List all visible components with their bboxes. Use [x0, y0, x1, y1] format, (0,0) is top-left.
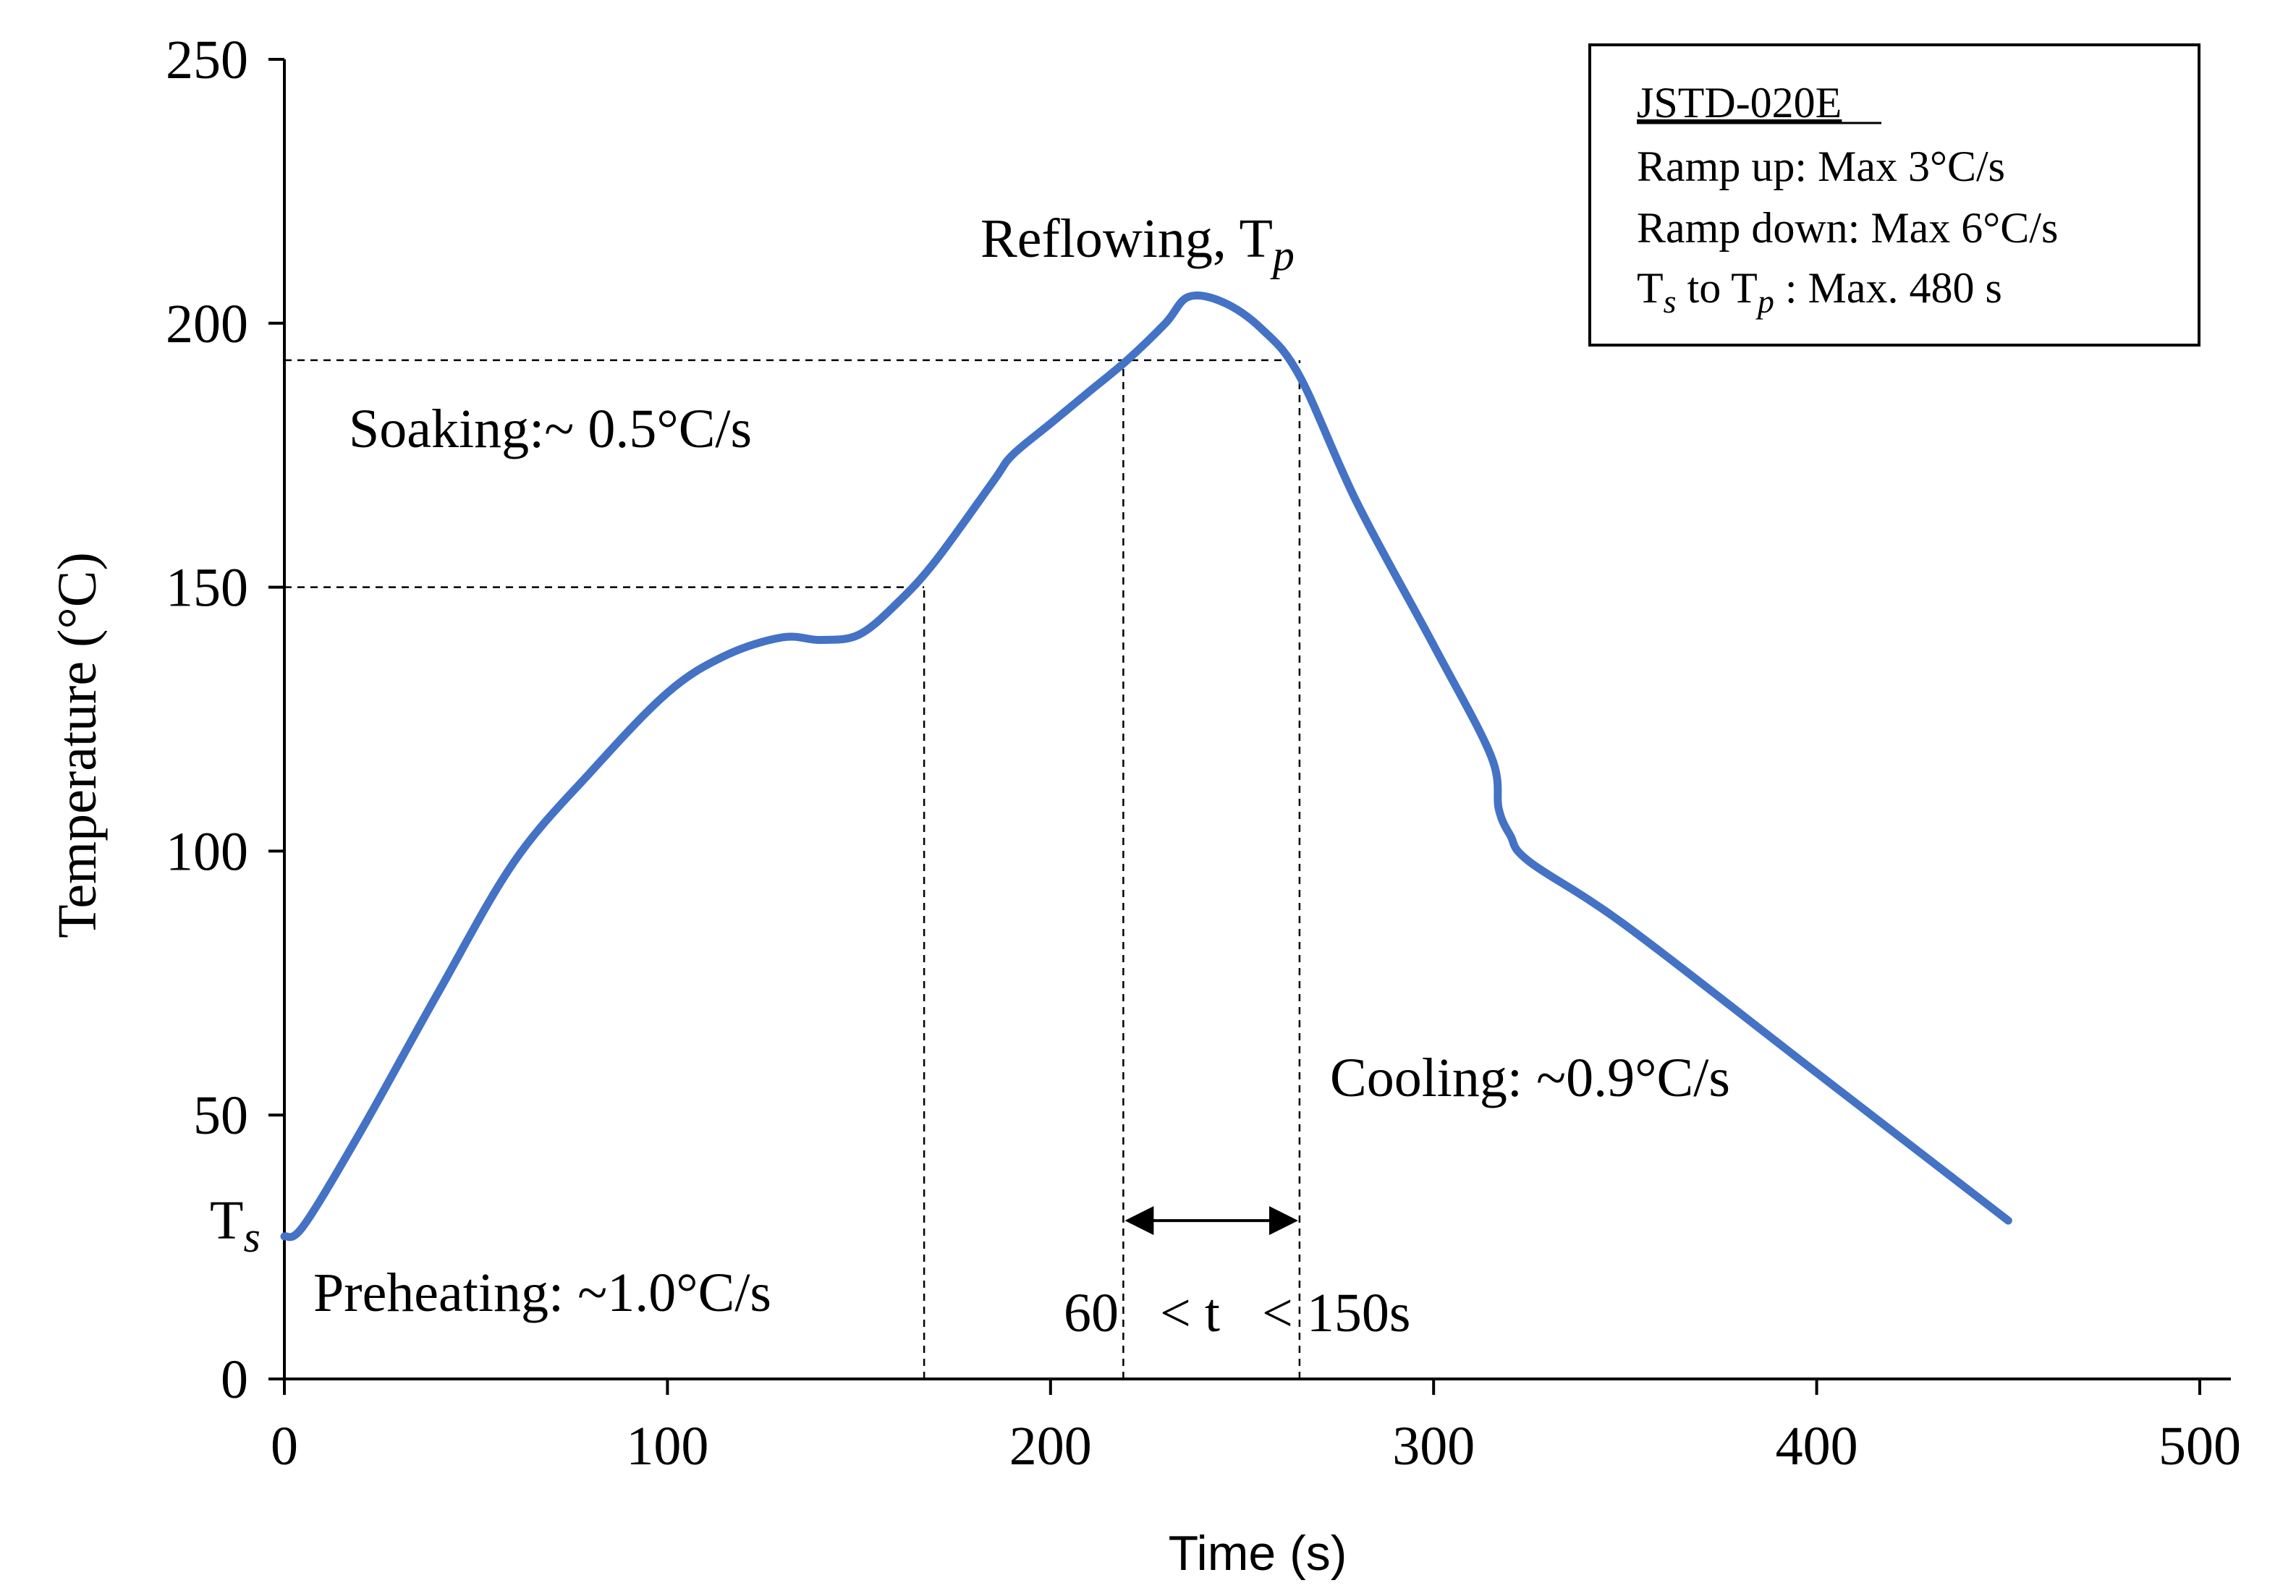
- reflowing-label: Reflowing, T: [980, 208, 1273, 269]
- y-tick-label: 250: [166, 30, 248, 90]
- series-line-reflow-profile: [280, 291, 2012, 1241]
- spec-tp-sub: p: [1755, 283, 1774, 320]
- y-tick-label: 100: [166, 821, 248, 882]
- spec-box: JSTD-020E Ramp up: Max 3°C/s Ramp down: …: [1588, 43, 2200, 347]
- x-tick-label: 400: [1776, 1416, 1858, 1477]
- reflowing-subscript: p: [1270, 232, 1295, 279]
- annotation-reflowing: Reflowing, Tp: [980, 208, 1295, 279]
- spec-ts-sub: s: [1664, 283, 1677, 320]
- spec-to-tp: to T: [1677, 264, 1758, 312]
- ts-subscript: s: [243, 1213, 260, 1261]
- annotation-cooling: Cooling: ~0.9°C/s: [1330, 1048, 1730, 1108]
- x-tick-label: 200: [1009, 1416, 1092, 1477]
- spec-box-frame: [1588, 43, 2200, 347]
- interval-label-mid: < t: [1160, 1283, 1220, 1344]
- spec-box-line-ramp-up: Ramp up: Max 3°C/s: [1637, 143, 2005, 190]
- spec-ts: T: [1637, 264, 1664, 312]
- y-tick-label: 50: [193, 1085, 248, 1146]
- y-axis-title: Temperature (°C): [47, 552, 108, 938]
- x-tick-label: 300: [1392, 1416, 1475, 1477]
- y-tick-label: 0: [221, 1349, 248, 1410]
- spec-max-480: : Max. 480 s: [1774, 264, 2002, 312]
- x-axis-title: Time (s): [1169, 1526, 1347, 1581]
- y-tick-label: 200: [166, 294, 248, 355]
- x-ticks: 0 100 200 300 400 500: [271, 1379, 2241, 1477]
- spec-box-line-ramp-down: Ramp down: Max 6°C/s: [1637, 204, 2058, 252]
- x-tick-label: 500: [2159, 1416, 2241, 1477]
- y-ticks: 0 50 100 150 200 250: [166, 30, 284, 1410]
- ts-label: T: [210, 1190, 243, 1251]
- reference-lines: [284, 359, 1301, 1379]
- interval-label-left: 60: [1064, 1283, 1119, 1344]
- annotation-ts: Ts: [210, 1190, 260, 1261]
- x-tick-label: 100: [626, 1416, 708, 1477]
- interval-label-right: < 150s: [1262, 1283, 1410, 1344]
- y-tick-label: 150: [166, 558, 248, 619]
- annotation-soaking: Soaking:~ 0.5°C/s: [349, 399, 752, 459]
- x-tick-label: 0: [271, 1416, 298, 1477]
- spec-box-line-ts-tp: Ts to Tp : Max. 480 s: [1637, 264, 2002, 320]
- annotation-preheating: Preheating: ~1.0°C/s: [313, 1262, 771, 1323]
- spec-box-title: JSTD-020E: [1637, 79, 1842, 127]
